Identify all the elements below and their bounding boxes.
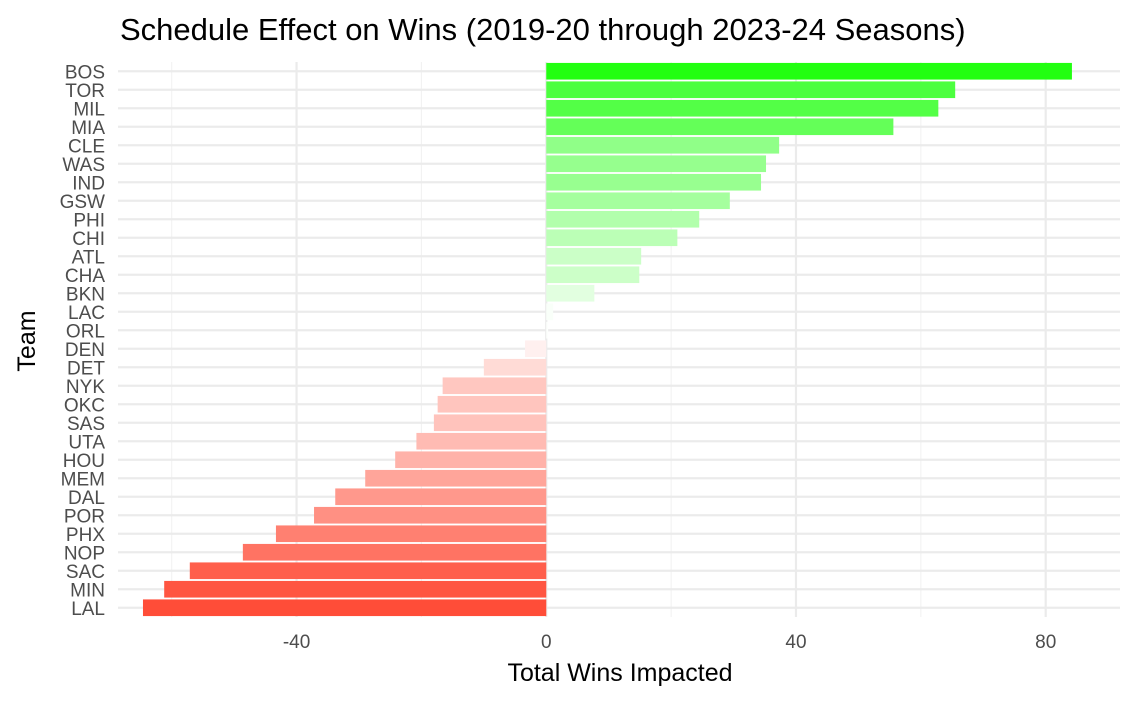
y-tick-label-cle: CLE <box>68 136 105 157</box>
bar-okc <box>437 395 547 413</box>
bar-phi <box>546 210 700 228</box>
bar-lal <box>142 599 547 617</box>
x-axis-title: Total Wins Impacted <box>507 659 732 687</box>
y-tick-label-mil: MIL <box>73 99 105 120</box>
y-tick-label-mia: MIA <box>71 118 105 139</box>
bar-ind <box>546 173 762 191</box>
y-tick-label-por: POR <box>64 506 105 527</box>
y-tick-label-tor: TOR <box>65 81 105 102</box>
bar-uta <box>416 432 547 450</box>
bar-mem <box>365 469 547 487</box>
y-tick-label-gsw: GSW <box>60 192 105 213</box>
bar-cle <box>546 136 780 154</box>
y-tick-label-lac: LAC <box>68 303 105 324</box>
y-tick-label-chi: CHI <box>72 229 105 250</box>
y-tick-label-nop: NOP <box>64 543 105 564</box>
x-axis-tick-labels: -40 0 40 80 <box>283 632 1056 653</box>
bars-group <box>142 62 1072 617</box>
bar-sas <box>433 414 547 432</box>
y-tick-label-mem: MEM <box>61 469 105 490</box>
y-tick-label-bos: BOS <box>65 62 105 83</box>
bar-lac <box>546 303 554 321</box>
bar-min <box>164 580 547 598</box>
bar-por <box>314 506 547 524</box>
y-tick-label-uta: UTA <box>68 432 105 453</box>
bar-bkn <box>546 284 595 302</box>
bar-gsw <box>546 192 730 210</box>
y-tick-label-bkn: BKN <box>66 284 105 305</box>
y-tick-label-was: WAS <box>62 155 105 176</box>
y-tick-label-atl: ATL <box>72 247 105 268</box>
bar-dal <box>335 488 547 506</box>
bar-atl <box>546 247 642 265</box>
bar-bos <box>546 62 1072 80</box>
bar-det <box>483 358 547 376</box>
y-tick-label-sas: SAS <box>67 414 105 435</box>
y-tick-label-lal: LAL <box>71 599 105 620</box>
y-tick-label-cha: CHA <box>65 266 105 287</box>
y-tick-label-orl: ORL <box>66 321 105 342</box>
x-tick-label: 40 <box>785 632 806 653</box>
y-tick-label-phi: PHI <box>73 210 105 231</box>
bar-mia <box>546 118 894 136</box>
x-tick-label: 80 <box>1035 632 1056 653</box>
y-tick-label-okc: OKC <box>64 395 105 416</box>
bar-orl <box>546 321 549 339</box>
y-tick-label-min: MIN <box>70 580 105 601</box>
bar-nyk <box>442 377 547 395</box>
bar-tor <box>546 81 956 99</box>
bar-den <box>525 340 547 358</box>
y-tick-label-dal: DAL <box>68 488 105 509</box>
bar-mil <box>546 99 939 117</box>
bar-cha <box>546 266 640 284</box>
bar-sac <box>189 562 547 580</box>
bar-hou <box>395 451 547 469</box>
y-axis-title: Team <box>13 310 41 371</box>
bar-nop <box>242 543 547 561</box>
y-tick-label-sac: SAC <box>66 562 105 583</box>
y-tick-label-ind: IND <box>72 173 105 194</box>
y-tick-label-phx: PHX <box>66 525 105 546</box>
bar-chi <box>546 229 678 247</box>
x-tick-label: 0 <box>541 632 552 653</box>
y-tick-label-den: DEN <box>65 340 105 361</box>
bar-phx <box>275 525 547 543</box>
y-axis-tick-labels: BOSTORMILMIACLEWASINDGSWPHICHIATLCHABKNL… <box>60 62 106 620</box>
y-tick-label-hou: HOU <box>63 451 105 472</box>
bar-was <box>546 155 767 173</box>
y-tick-label-det: DET <box>67 358 105 379</box>
chart-title: Schedule Effect on Wins (2019-20 through… <box>120 12 966 47</box>
x-tick-label: -40 <box>283 632 310 653</box>
y-tick-label-nyk: NYK <box>66 377 105 398</box>
